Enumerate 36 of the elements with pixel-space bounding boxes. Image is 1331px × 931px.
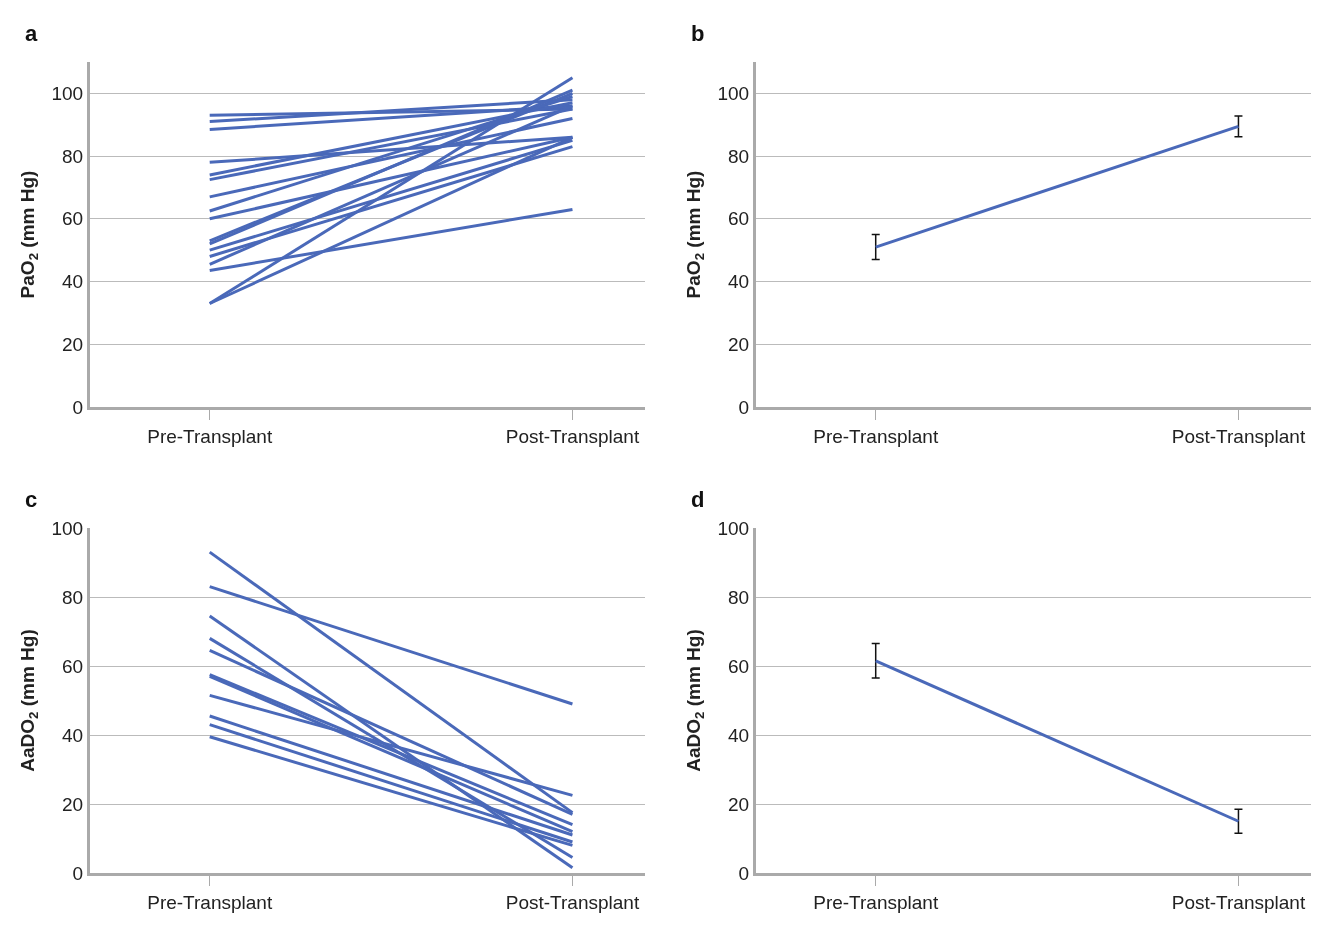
y-tick-label: 0 <box>72 862 84 884</box>
y-tick-label: 40 <box>62 271 84 293</box>
y-tick-label: 60 <box>62 208 84 230</box>
y-tick-label: 40 <box>728 724 750 746</box>
y-tick-label: 100 <box>51 83 84 105</box>
y-tick-label: 0 <box>738 396 750 418</box>
y-tick-label: 80 <box>62 586 84 608</box>
text: d <box>691 487 705 512</box>
text: a <box>25 21 38 46</box>
y-tick-label: 20 <box>728 793 750 815</box>
y-tick-label: 20 <box>62 793 84 815</box>
y-tick-label: 0 <box>738 862 750 884</box>
y-tick-label: 0 <box>72 396 84 418</box>
y-tick-label: 40 <box>62 724 84 746</box>
y-tick-label: 80 <box>62 145 84 167</box>
y-tick-label: 60 <box>62 655 84 677</box>
text: b <box>691 21 705 46</box>
y-tick-label: 20 <box>728 333 750 355</box>
y-tick-label: 20 <box>62 333 84 355</box>
y-tick-label: 40 <box>728 271 750 293</box>
x-tick-label: Pre-Transplant <box>813 425 939 447</box>
x-tick-label: Pre-Transplant <box>147 891 273 913</box>
y-tick-label: 80 <box>728 586 750 608</box>
y-tick-label: 100 <box>51 517 84 539</box>
x-tick-label: Pre-Transplant <box>813 891 939 913</box>
x-tick-label: Post-Transplant <box>505 891 640 913</box>
y-tick-label: 60 <box>728 655 750 677</box>
x-tick-label: Post-Transplant <box>505 425 640 447</box>
x-tick-label: Pre-Transplant <box>147 425 273 447</box>
x-tick-label: Post-Transplant <box>1171 891 1306 913</box>
x-tick-label: Post-Transplant <box>1171 425 1306 447</box>
y-tick-label: 100 <box>717 83 750 105</box>
y-tick-label: 80 <box>728 145 750 167</box>
y-tick-label: 60 <box>728 208 750 230</box>
y-tick-label: 100 <box>717 517 750 539</box>
text: c <box>25 487 38 512</box>
